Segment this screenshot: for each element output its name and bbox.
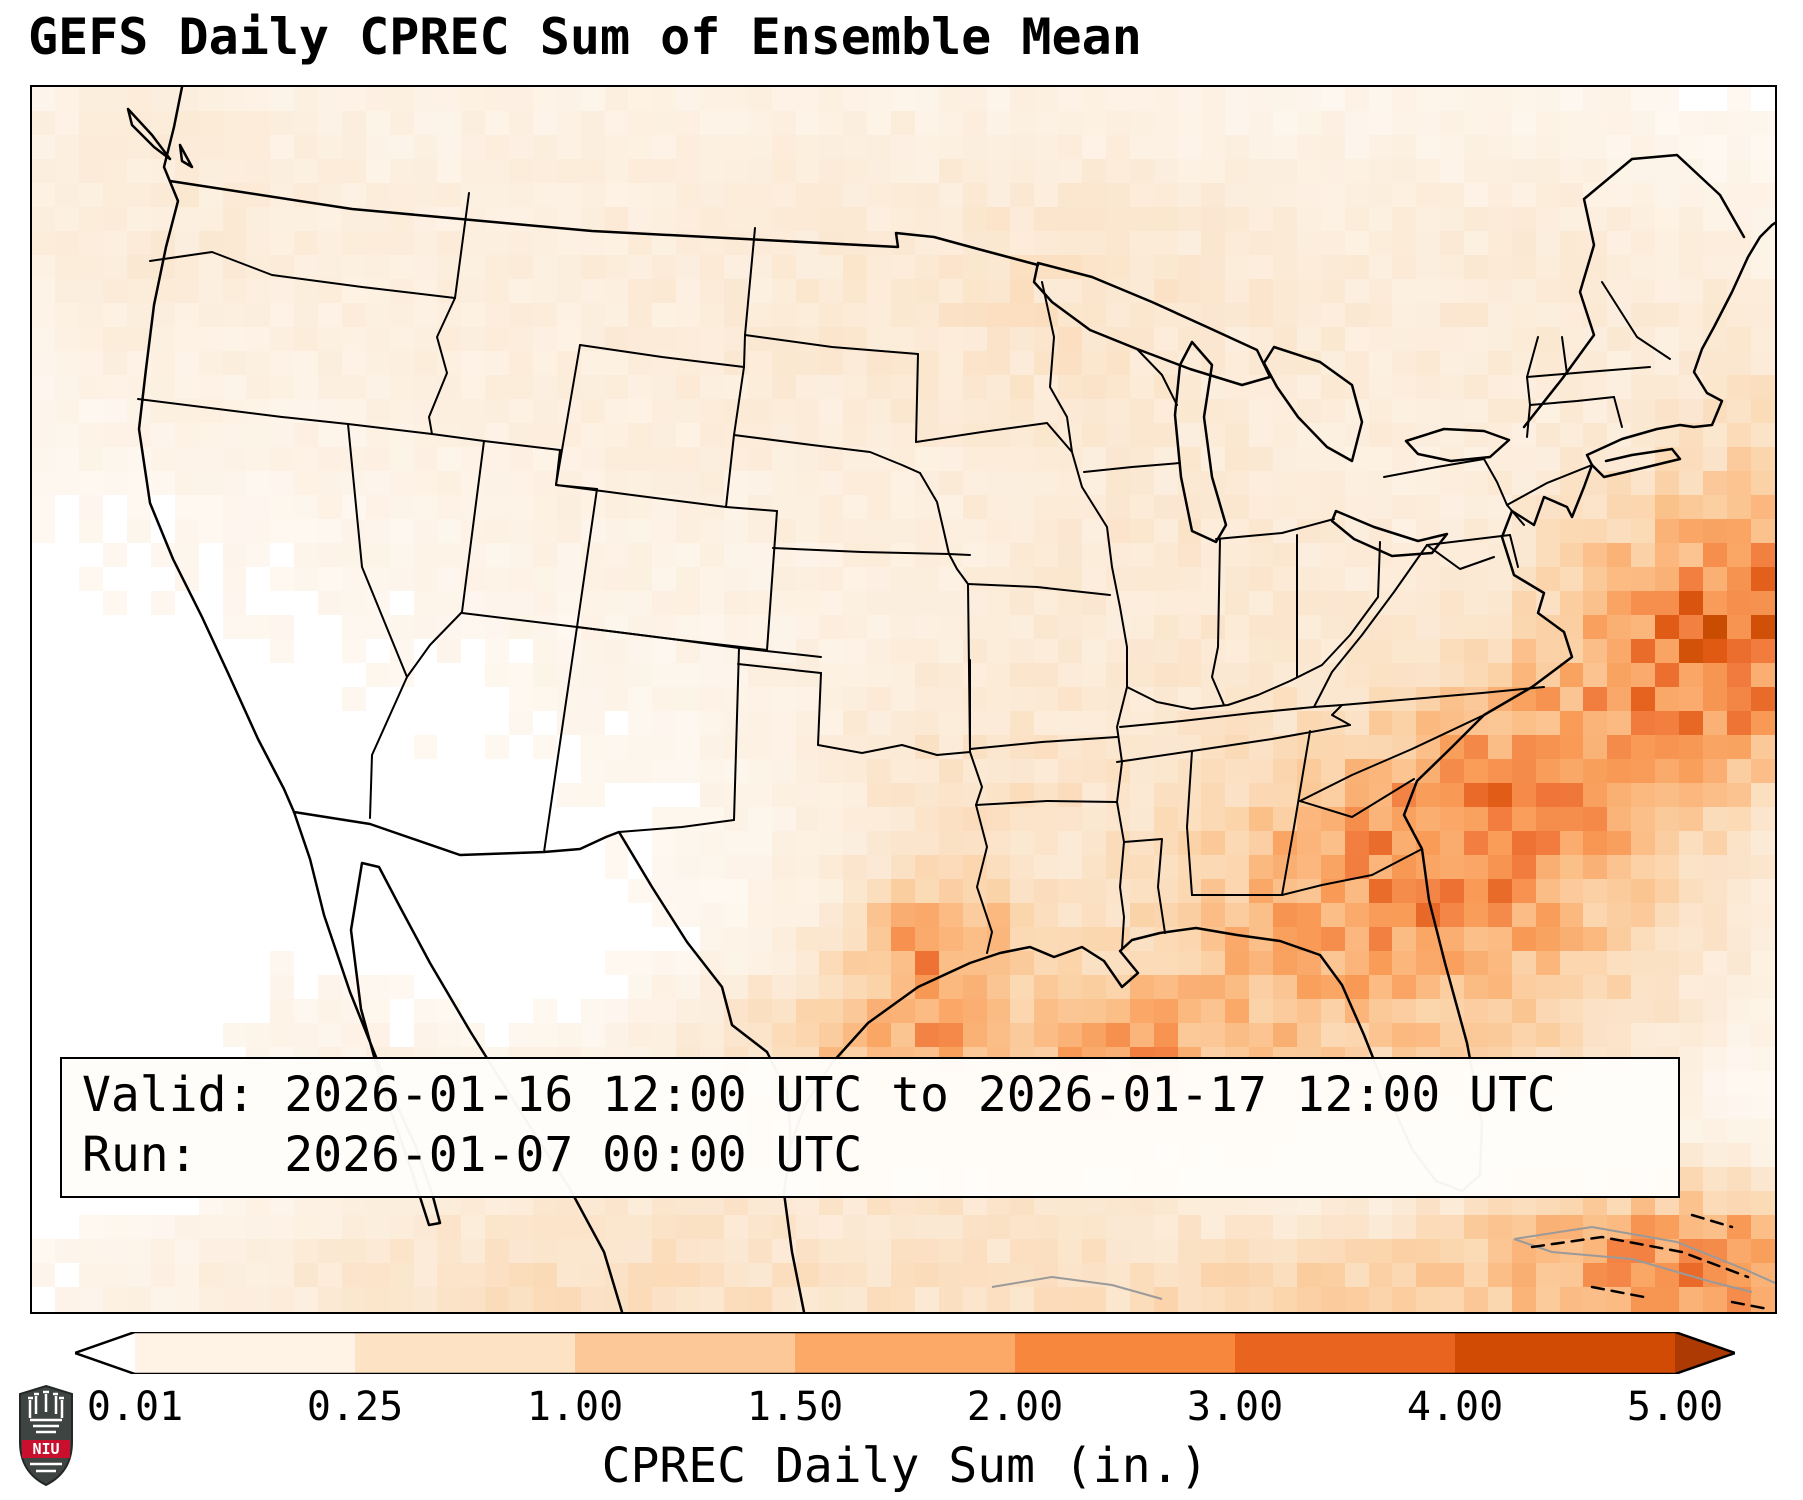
niu-logo: NIU	[19, 1384, 73, 1487]
colorbar-segment	[1235, 1332, 1456, 1374]
colorbar-tick-label: 0.25	[306, 1384, 404, 1430]
colorbar-tick-label: 2.00	[966, 1384, 1064, 1430]
colorbar-gradient	[71, 1330, 1739, 1376]
colorbar-tick-label: 5.00	[1626, 1384, 1724, 1430]
canada-border	[168, 153, 1746, 429]
niu-shield	[19, 1384, 73, 1487]
colorbar-segment	[1455, 1332, 1676, 1374]
colorbar	[71, 1330, 1739, 1376]
gray-coastline	[991, 1226, 1775, 1300]
niu-castle-icon	[28, 1390, 64, 1434]
valid-time-text: Valid: 2026-01-16 12:00 UTC to 2026-01-1…	[82, 1067, 1556, 1123]
colorbar-segment	[355, 1332, 576, 1374]
colorbar-tick-label: 1.00	[526, 1384, 624, 1430]
figure-title: GEFS Daily CPREC Sum of Ensemble Mean	[28, 8, 1142, 66]
colorbar-segment	[575, 1332, 796, 1374]
great-lakes	[1032, 261, 1511, 558]
colorbar-segment	[795, 1332, 1016, 1374]
run-time-text: Run: 2026-01-07 00:00 UTC	[82, 1127, 863, 1184]
precipitation-map: Valid: 2026-01-16 12:00 UTC to 2026-01-1…	[30, 85, 1777, 1314]
niu-shield-base	[30, 1462, 62, 1473]
niu-banner-text: NIU	[32, 1440, 59, 1458]
colorbar-label: CPREC Daily Sum (in.)	[601, 1438, 1209, 1494]
valid-run-info-box: Valid: 2026-01-16 12:00 UTC to 2026-01-1…	[60, 1057, 1680, 1198]
colorbar-tick-label: 3.00	[1186, 1384, 1284, 1430]
state-borders	[137, 192, 1671, 954]
colorbar-segment	[135, 1332, 356, 1374]
colorbar-segment	[1675, 1332, 1735, 1374]
niu-banner	[22, 1440, 70, 1458]
colorbar-tick-label: 4.00	[1406, 1384, 1504, 1430]
colorbar-segment	[75, 1332, 135, 1374]
colorbar-segment	[1015, 1332, 1236, 1374]
colorbar-tick-label: 0.01	[86, 1384, 184, 1430]
island-dashed-outline	[1530, 1213, 1770, 1311]
colorbar-tick-label: 1.50	[746, 1384, 844, 1430]
